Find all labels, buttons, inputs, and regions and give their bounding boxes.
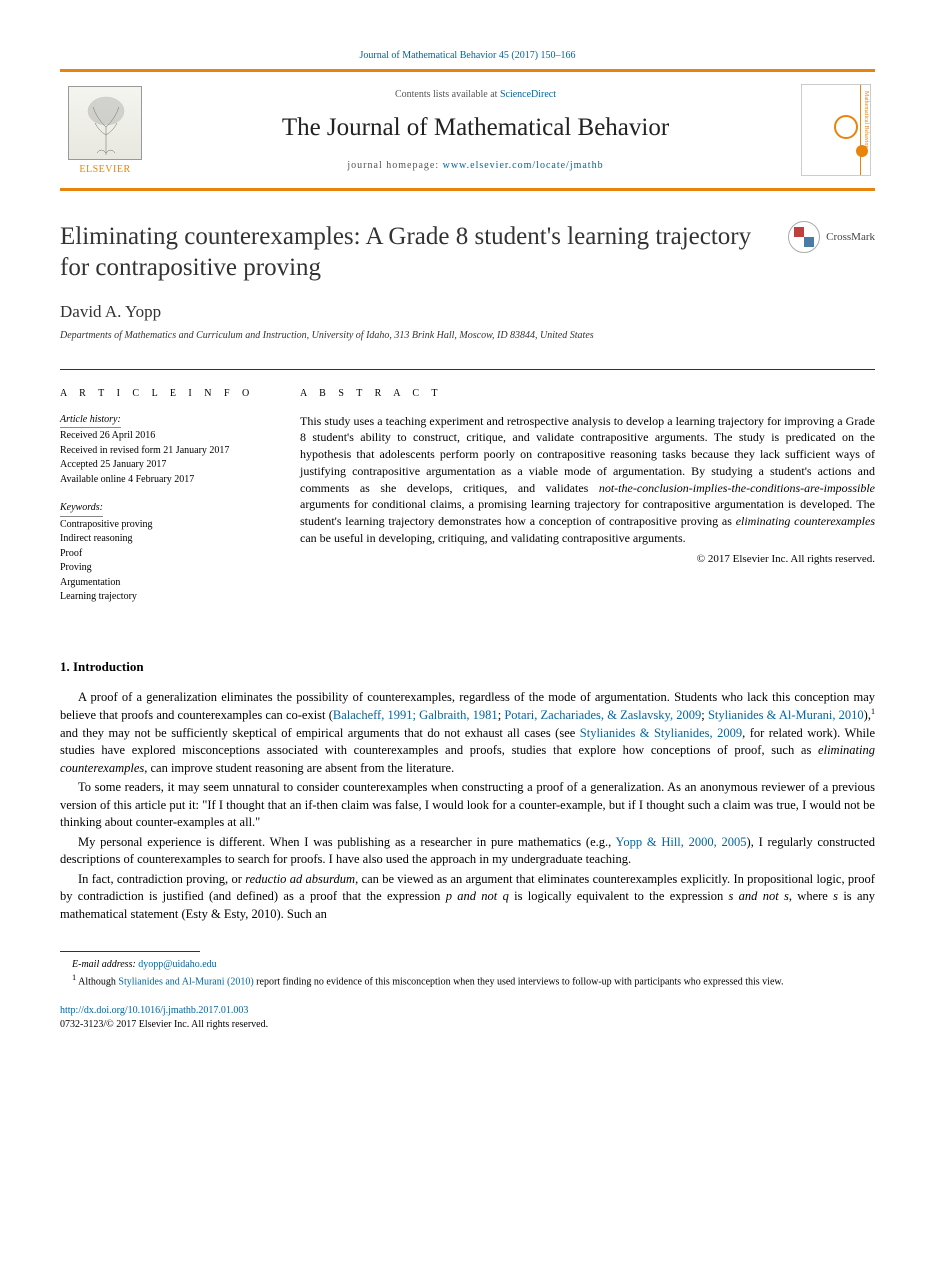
citation-link[interactable]: Yopp & Hill, 2000, 2005	[616, 835, 747, 849]
keywords-label: Keywords:	[60, 501, 103, 517]
publisher-name: ELSEVIER	[68, 164, 142, 175]
citation-link[interactable]: Stylianides & Al-Murani, 2010	[708, 708, 864, 722]
sciencedirect-link[interactable]: ScienceDirect	[500, 89, 556, 100]
intro-para-4: In fact, contradiction proving, or reduc…	[60, 871, 875, 924]
contents-available-line: Contents lists available at ScienceDirec…	[170, 89, 781, 100]
keyword: Indirect reasoning	[60, 532, 260, 547]
crossmark-icon	[788, 221, 820, 253]
article-title: Eliminating counterexamples: A Grade 8 s…	[60, 221, 788, 284]
citation-link[interactable]: Potari, Zachariades, & Zaslavsky, 2009	[504, 708, 701, 722]
section-1-heading: 1. Introduction	[60, 659, 875, 675]
doi-link[interactable]: http://dx.doi.org/10.1016/j.jmathb.2017.…	[60, 1005, 248, 1016]
author-affiliation: Departments of Mathematics and Curriculu…	[60, 330, 875, 341]
intro-para-1: A proof of a generalization eliminates t…	[60, 689, 875, 778]
issn-copyright: 0732-3123/© 2017 Elsevier Inc. All right…	[60, 1018, 875, 1032]
footnote-email: E-mail address: dyopp@uidaho.edu	[60, 958, 875, 972]
contents-prefix: Contents lists available at	[395, 89, 500, 100]
publisher-logo: ELSEVIER	[60, 86, 150, 175]
intro-para-2: To some readers, it may seem unnatural t…	[60, 779, 875, 832]
history-label: Article history:	[60, 413, 121, 429]
abstract-column: A B S T R A C T This study uses a teachi…	[300, 388, 875, 619]
history-revised: Received in revised form 21 January 2017	[60, 444, 260, 459]
footnote-1: 1 Although Stylianides and Al-Murani (20…	[60, 972, 875, 989]
keyword: Proving	[60, 561, 260, 576]
abstract-heading: A B S T R A C T	[300, 388, 875, 399]
keyword: Argumentation	[60, 576, 260, 591]
homepage-prefix: journal homepage:	[347, 160, 442, 171]
elsevier-tree-icon	[68, 86, 142, 160]
crossmark-badge[interactable]: CrossMark	[788, 221, 875, 253]
history-accepted: Accepted 25 January 2017	[60, 458, 260, 473]
journal-header: ELSEVIER Contents lists available at Sci…	[60, 69, 875, 191]
journal-cover-thumbnail: Mathematical Behavior	[801, 84, 871, 176]
footer-block: http://dx.doi.org/10.1016/j.jmathb.2017.…	[60, 1004, 875, 1031]
cover-side-text: Mathematical Behavior	[863, 91, 869, 147]
footnote-separator	[60, 951, 200, 952]
abstract-text: This study uses a teaching experiment an…	[300, 413, 875, 547]
footnote-ref[interactable]: 1	[871, 707, 875, 716]
author-name: David A. Yopp	[60, 302, 875, 322]
article-info-heading: A R T I C L E I N F O	[60, 388, 260, 399]
email-link[interactable]: dyopp@uidaho.edu	[138, 959, 216, 970]
history-online: Available online 4 February 2017	[60, 473, 260, 488]
history-received: Received 26 April 2016	[60, 429, 260, 444]
article-info-column: A R T I C L E I N F O Article history: R…	[60, 388, 260, 619]
crossmark-label: CrossMark	[826, 231, 875, 243]
intro-para-3: My personal experience is different. Whe…	[60, 834, 875, 869]
abstract-copyright: © 2017 Elsevier Inc. All rights reserved…	[300, 553, 875, 565]
citation-link[interactable]: Stylianides & Stylianides, 2009	[580, 726, 742, 740]
keyword: Contrapositive proving	[60, 518, 260, 533]
citation-link[interactable]: Balacheff, 1991; Galbraith, 1981	[333, 708, 498, 722]
citation-link[interactable]: Stylianides and Al-Murani (2010)	[118, 976, 253, 987]
keyword: Learning trajectory	[60, 590, 260, 605]
homepage-line: journal homepage: www.elsevier.com/locat…	[170, 160, 781, 171]
journal-title: The Journal of Mathematical Behavior	[170, 114, 781, 142]
citation-header: Journal of Mathematical Behavior 45 (201…	[60, 50, 875, 61]
keyword: Proof	[60, 547, 260, 562]
homepage-link[interactable]: www.elsevier.com/locate/jmathb	[443, 160, 604, 171]
